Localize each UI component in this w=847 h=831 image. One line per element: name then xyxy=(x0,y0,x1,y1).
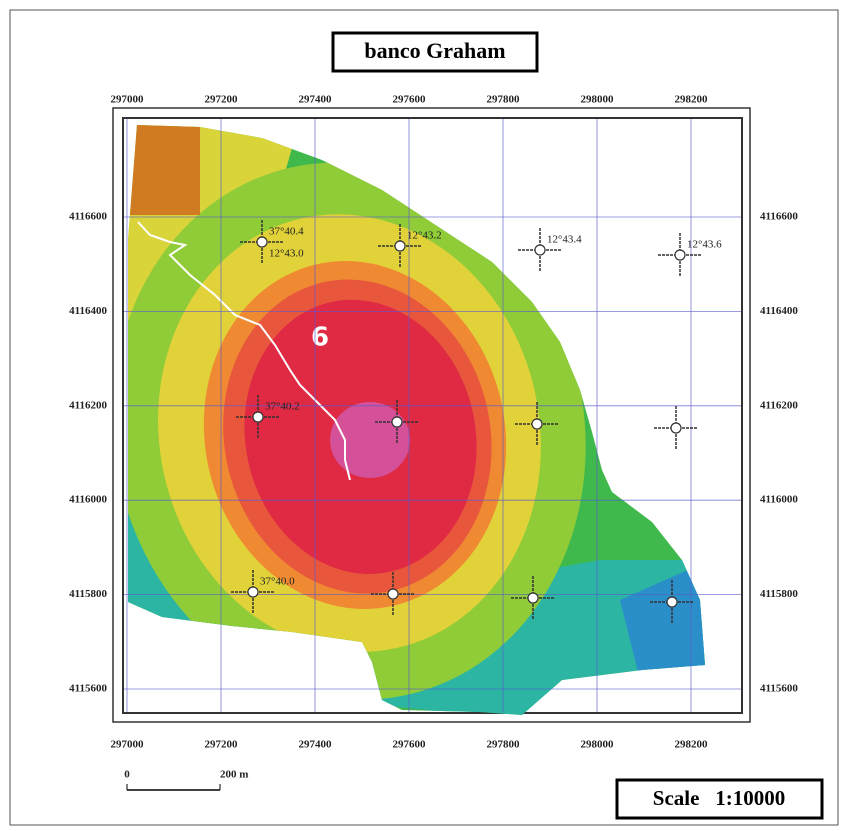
y-tick-label: 4116200 xyxy=(760,399,798,411)
marker-label: 12°43.2 xyxy=(407,230,442,242)
marker-point xyxy=(392,417,402,427)
x-tick-label: 297200 xyxy=(205,94,239,106)
map-title: banco Graham xyxy=(364,38,505,63)
marker-label: 37°40.4 xyxy=(269,226,304,238)
y-tick-label: 4116000 xyxy=(69,494,107,506)
marker-label: 12°43.4 xyxy=(547,234,582,246)
marker-point xyxy=(667,597,677,607)
x-tick-label: 298200 xyxy=(675,94,709,106)
marker-point xyxy=(253,412,263,422)
x-tick-label: 297800 xyxy=(487,94,521,106)
marker-point xyxy=(671,423,681,433)
x-tick-label: 297000 xyxy=(111,739,145,751)
y-tick-label: 4115600 xyxy=(760,683,798,695)
marker-label: 12°43.6 xyxy=(687,239,722,251)
marker-point xyxy=(388,589,398,599)
summit xyxy=(330,402,410,478)
scale-text: Scale 1:10000 xyxy=(653,786,785,810)
marker-point xyxy=(248,587,258,597)
marker-point xyxy=(532,419,542,429)
scale-bar-start: 0 xyxy=(124,769,130,781)
marker-label: 12°43.0 xyxy=(269,248,304,260)
x-tick-label: 298000 xyxy=(581,739,615,751)
x-tick-label: 297200 xyxy=(205,739,239,751)
y-tick-label: 4115600 xyxy=(69,683,107,695)
y-tick-label: 4116600 xyxy=(760,211,798,223)
marker-point xyxy=(675,250,685,260)
x-tick-label: 297600 xyxy=(393,94,427,106)
y-tick-label: 4115800 xyxy=(760,588,798,600)
y-tick-label: 4116400 xyxy=(69,305,107,317)
marker-label: 37°40.0 xyxy=(260,576,295,588)
x-tick-label: 297400 xyxy=(299,94,333,106)
marker-label: 37°40.2 xyxy=(265,401,300,413)
x-tick-label: 297000 xyxy=(111,94,145,106)
y-tick-label: 4115800 xyxy=(69,588,107,600)
marker-point xyxy=(257,237,267,247)
marker-point xyxy=(528,593,538,603)
x-tick-label: 298000 xyxy=(581,94,615,106)
area-label: 6 xyxy=(311,323,329,353)
y-tick-label: 4116400 xyxy=(760,305,798,317)
scale-bar-end-label: 200 m xyxy=(220,769,248,781)
y-tick-label: 4116600 xyxy=(69,211,107,223)
depth-zone xyxy=(128,120,200,215)
y-tick-label: 4116000 xyxy=(760,494,798,506)
x-tick-label: 297800 xyxy=(487,739,521,751)
x-tick-label: 298200 xyxy=(675,739,709,751)
marker-point xyxy=(395,241,405,251)
marker-point xyxy=(535,245,545,255)
map-page: banco Graham 6 297000 297000 297200 297200 2… xyxy=(0,0,847,831)
y-tick-label: 4116200 xyxy=(69,399,107,411)
x-tick-label: 297400 xyxy=(299,739,333,751)
x-tick-label: 297600 xyxy=(393,739,427,751)
